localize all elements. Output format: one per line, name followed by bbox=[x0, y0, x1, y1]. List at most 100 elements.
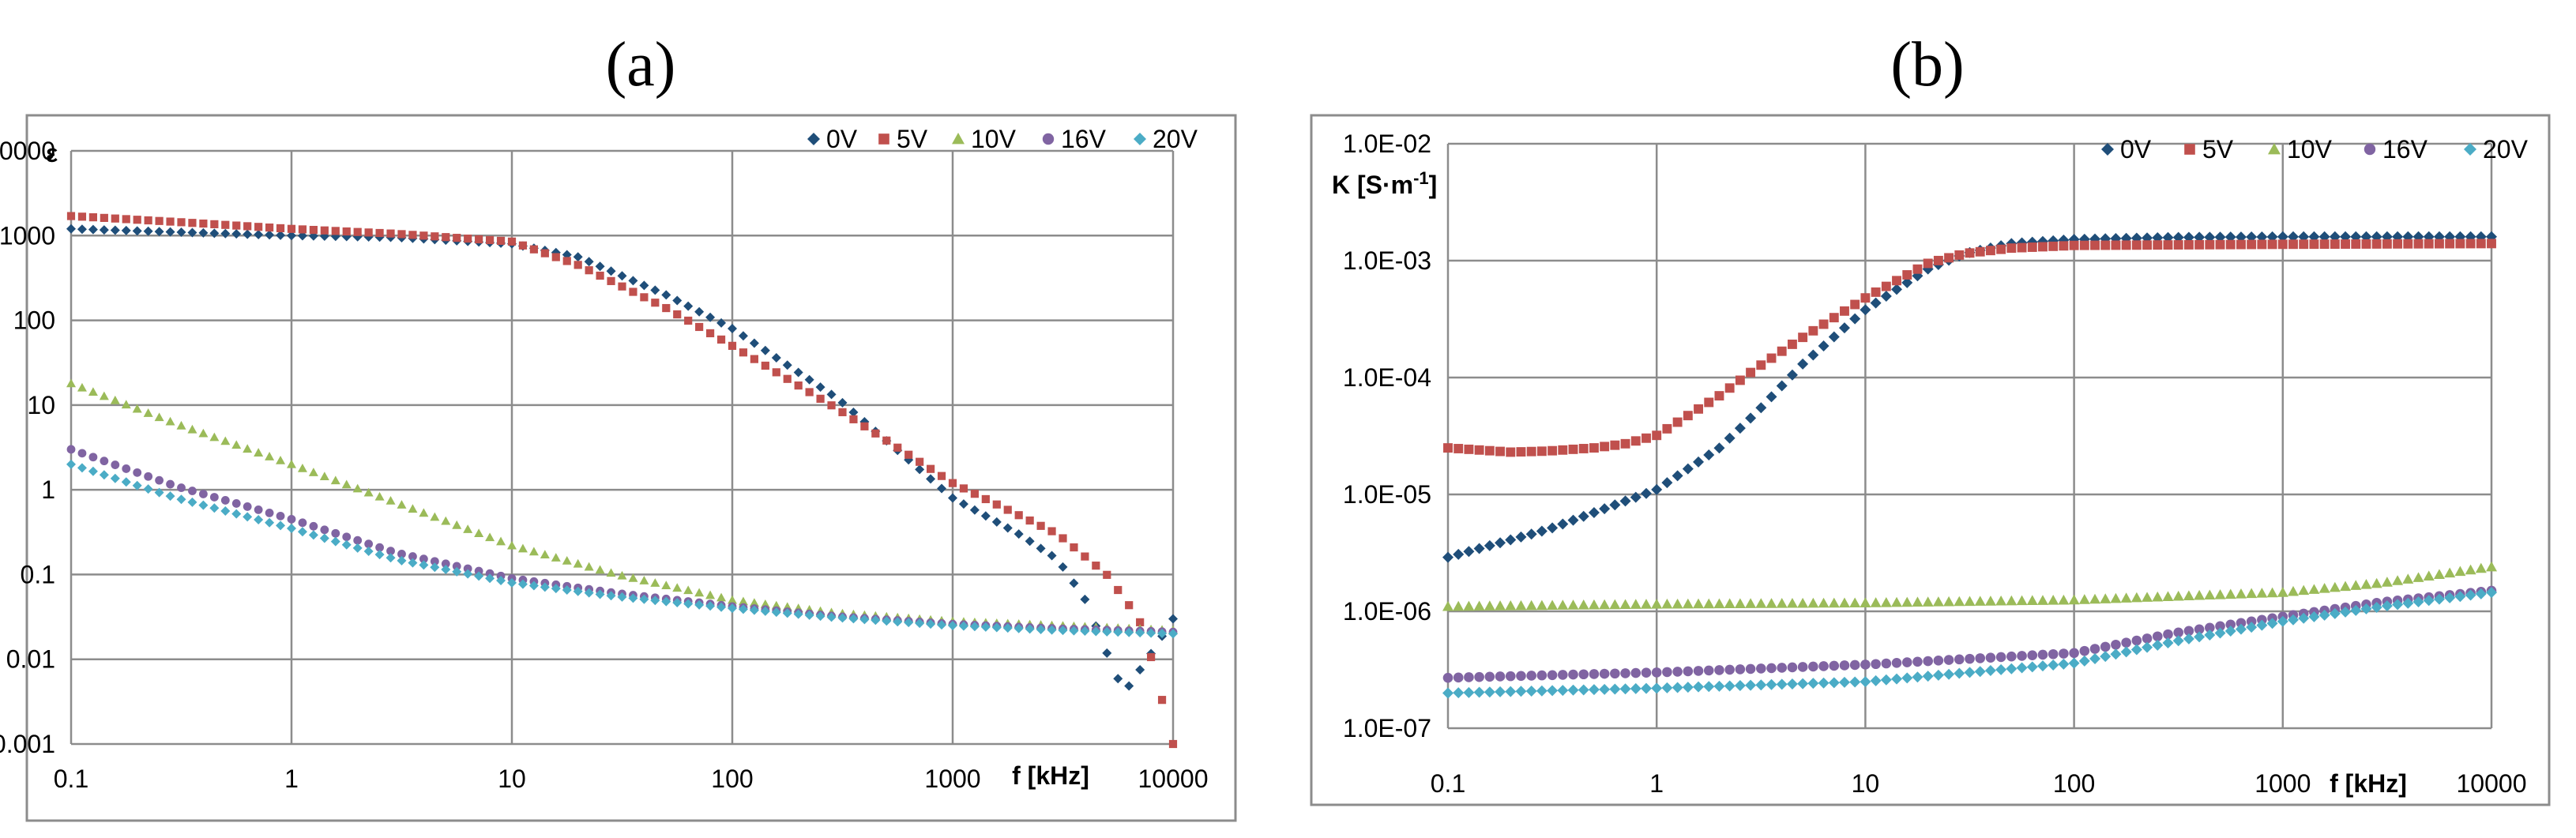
panel-b-data-point-10V bbox=[2026, 595, 2038, 605]
panel-b-data-point-20V bbox=[2235, 623, 2247, 635]
panel-b-data-point-5V bbox=[1954, 250, 1965, 260]
panel-a-data-point-10V bbox=[474, 528, 484, 538]
panel-a-data-point-20V bbox=[1036, 625, 1046, 635]
panel-a-data-point-16V bbox=[265, 508, 274, 517]
panel-a-data-point-5V bbox=[573, 261, 582, 269]
panel-a-data-point-10V bbox=[385, 495, 396, 505]
panel-a-data-point-10V bbox=[705, 590, 716, 599]
panel-b-data-point-0V bbox=[1786, 369, 1798, 381]
panel-b-data-point-10V bbox=[1880, 596, 1892, 607]
panel-b-data-point-10V bbox=[1891, 596, 1903, 607]
panel-a-legend: 0V 5V 10V 16V 20V bbox=[807, 125, 1198, 153]
panel-b-data-point-20V bbox=[2089, 652, 2101, 664]
panel-a-data-point-10V bbox=[176, 420, 186, 430]
panel-b-data-point-5V bbox=[1892, 276, 1901, 286]
panel-b-data-point-0V bbox=[1557, 518, 1569, 530]
panel-b-data-point-10V bbox=[1995, 595, 2007, 606]
panel-b-data-point-0V bbox=[1860, 304, 1871, 316]
panel-a-data-point-16V bbox=[441, 559, 450, 569]
panel-b-data-point-5V bbox=[1902, 270, 1912, 280]
panel-a-data-point-20V bbox=[826, 612, 837, 622]
panel-b-data-point-5V bbox=[1558, 445, 1568, 455]
panel-a-data-point-5V bbox=[100, 213, 108, 222]
panel-b-data-point-10V bbox=[1442, 600, 1453, 611]
panel-a-data-point-0V bbox=[926, 474, 936, 484]
panel-a-data-point-0V bbox=[683, 301, 694, 311]
panel-b-data-point-20V bbox=[2318, 609, 2330, 621]
panel-a-data-point-20V bbox=[661, 596, 671, 607]
panel-b-series-10V bbox=[1442, 561, 2497, 611]
panel-a-data-point-10V bbox=[595, 565, 605, 574]
panel-b-data-point-16V bbox=[1474, 671, 1484, 682]
panel-b-data-point-20V bbox=[1651, 682, 1663, 694]
panel-b-data-point-16V bbox=[1724, 664, 1735, 675]
panel-a-data-point-16V bbox=[463, 564, 472, 573]
panel-b-data-point-20V bbox=[1505, 686, 1517, 697]
panel-b-data-point-10V bbox=[2036, 595, 2048, 605]
panel-a-data-point-20V bbox=[231, 509, 242, 519]
panel-a-y-tick-label: 100 bbox=[13, 306, 55, 335]
panel-b-x-ticks: 0.1 1 10 100 1000 10000 bbox=[1431, 769, 2527, 798]
panel-a-data-point-5V bbox=[408, 231, 417, 239]
panel-a-data-point-5V bbox=[486, 235, 495, 245]
panel-b-frame bbox=[1310, 114, 2551, 806]
panel-a-data-point-20V bbox=[496, 576, 506, 586]
panel-a-data-point-0V bbox=[198, 227, 209, 238]
panel-a-data-point-20V bbox=[374, 550, 385, 560]
panel-a-data-point-5V bbox=[122, 215, 130, 224]
panel-a-data-point-20V bbox=[595, 589, 605, 599]
panel-b-data-point-20V bbox=[1630, 682, 1641, 694]
panel-b-data-point-20V bbox=[1995, 663, 2007, 675]
panel-a-data-point-20V bbox=[584, 588, 594, 598]
panel-a-data-point-5V bbox=[144, 216, 152, 225]
panel-b-data-point-5V bbox=[1495, 446, 1505, 457]
panel-a-data-point-20V bbox=[176, 494, 186, 505]
panel-b-data-point-20V bbox=[2308, 611, 2320, 622]
panel-b-data-point-0V bbox=[1619, 495, 1631, 507]
panel-b-data-point-16V bbox=[1871, 659, 1881, 670]
panel-a-data-point-16V bbox=[452, 562, 461, 571]
panel-a-data-point-5V bbox=[882, 436, 891, 445]
panel-a-data-point-5V bbox=[1025, 516, 1034, 525]
panel-b-legend-label-0V: 0V bbox=[2120, 135, 2152, 163]
panel-a-data-point-5V bbox=[750, 355, 758, 363]
panel-a-data-point-0V bbox=[848, 407, 859, 417]
panel-b-data-point-20V bbox=[2036, 660, 2048, 672]
panel-a-data-point-16V bbox=[298, 518, 307, 528]
panel-a-data-point-10V bbox=[231, 440, 242, 449]
panel-a-x-tick-label: 100 bbox=[711, 765, 753, 793]
panel-b-data-point-20V bbox=[1786, 678, 1798, 690]
panel-a-x-tick-label: 1 bbox=[284, 765, 299, 793]
panel-a-data-point-0V bbox=[980, 511, 991, 521]
panel-b-data-point-20V bbox=[1984, 665, 1996, 677]
panel-b-data-point-5V bbox=[1443, 443, 1453, 453]
panel-a-data-point-5V bbox=[551, 253, 560, 261]
panel-b-data-point-10V bbox=[1640, 599, 1652, 609]
panel-b-data-point-16V bbox=[1891, 657, 1902, 668]
panel-a-data-point-10V bbox=[265, 452, 275, 460]
panel-b-data-point-16V bbox=[1610, 668, 1620, 679]
panel-b-data-point-10V bbox=[1860, 597, 1871, 607]
panel-b-data-point-20V bbox=[2130, 644, 2142, 656]
panel-b-data-point-0V bbox=[1755, 402, 1767, 414]
panel-a-y-tick-label: 1 bbox=[41, 475, 55, 504]
panel-b-data-point-10V bbox=[2110, 592, 2122, 603]
panel-b-data-point-5V bbox=[1453, 444, 1464, 453]
panel-b-data-point-16V bbox=[1839, 660, 1850, 671]
panel-b-data-point-16V bbox=[2225, 619, 2236, 630]
panel-a-data-point-5V bbox=[562, 257, 571, 265]
panel-b-data-point-0V bbox=[1828, 331, 1840, 343]
panel-b-data-point-5V bbox=[1933, 255, 1943, 265]
panel-b-data-point-0V bbox=[1536, 525, 1547, 537]
panel-b-data-point-10V bbox=[1786, 597, 1798, 608]
panel-a-data-point-5V bbox=[188, 219, 197, 227]
panel-a-data-point-20V bbox=[507, 577, 517, 588]
panel-b-data-point-0V bbox=[1661, 477, 1673, 489]
panel-b-data-point-10V bbox=[2256, 588, 2268, 598]
panel-b-data-point-0V bbox=[1880, 291, 1892, 303]
panel-a-data-point-0V bbox=[165, 227, 175, 237]
panel-b-data-point-0V bbox=[1578, 510, 1589, 522]
panel-b-data-point-20V bbox=[2329, 607, 2341, 619]
panel-a-data-point-20V bbox=[573, 586, 583, 596]
panel-a-data-point-20V bbox=[738, 604, 748, 614]
